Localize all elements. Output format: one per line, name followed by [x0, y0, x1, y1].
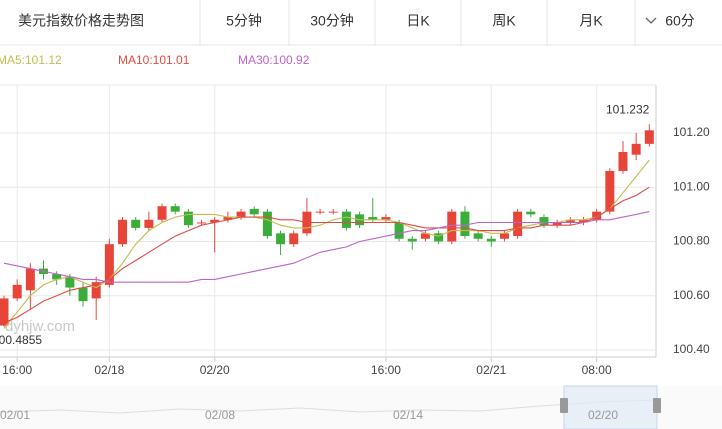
candle-body — [434, 233, 444, 242]
candle-body — [381, 217, 391, 220]
candle-body — [499, 233, 509, 239]
plot — [0, 85, 656, 357]
navigator-label: 02/08 — [205, 408, 235, 422]
candle-body — [618, 151, 628, 171]
candle-body — [473, 233, 483, 239]
candle-body — [91, 282, 101, 299]
candle-body — [12, 284, 22, 299]
legend-entry: MA10:101.01 — [118, 53, 190, 67]
ma-line — [3, 159, 650, 329]
navigator-label: 02/01 — [0, 408, 30, 422]
tab-separators — [199, 0, 636, 45]
candle-body — [328, 211, 338, 213]
x-tick-label: 02/20 — [200, 363, 230, 377]
tab[interactable]: 日K — [406, 13, 430, 29]
y-tick-label: 100.60 — [673, 288, 710, 302]
watermark: dyhjw.com — [5, 318, 75, 335]
candle-body — [157, 206, 167, 220]
candle-body — [25, 268, 35, 291]
x-tick-label: 02/21 — [476, 363, 506, 377]
navigator-handle[interactable] — [653, 398, 661, 413]
navigator-line — [0, 399, 657, 414]
navigator-window[interactable] — [563, 385, 658, 429]
candle-body — [341, 211, 351, 228]
x-tick-label: 16:00 — [371, 363, 401, 377]
candle-body — [644, 130, 654, 144]
legend-entry: MA5:101.12 — [0, 53, 62, 67]
candle-body — [578, 219, 588, 223]
x-tick-label: 08:00 — [582, 363, 612, 377]
y-tick-label: 101.20 — [673, 125, 710, 139]
candle-body — [552, 222, 562, 226]
y-tick-label: 101.00 — [673, 179, 710, 193]
navigator-handle[interactable] — [560, 398, 568, 413]
navigator-label: 02/14 — [393, 408, 423, 422]
candle-body — [394, 222, 404, 239]
candle-body — [223, 217, 233, 220]
candle-body — [539, 217, 549, 226]
page-title: 美元指数价格走势图 — [18, 13, 144, 29]
candle-body — [605, 170, 615, 212]
candle-body — [197, 222, 207, 224]
candle-body — [486, 238, 496, 242]
candle-body — [460, 211, 470, 237]
candle-body — [526, 211, 536, 215]
max-label: 101.232 — [606, 102, 650, 116]
legend-entry: MA30:100.92 — [238, 53, 310, 67]
tab[interactable]: 30分钟 — [310, 13, 354, 29]
candle-body — [407, 238, 417, 242]
tab[interactable]: 月K — [579, 13, 603, 29]
candle-body — [289, 233, 299, 245]
candle-body — [513, 211, 523, 237]
candle-body — [368, 217, 378, 220]
candle-body — [131, 219, 141, 228]
candle-body — [276, 233, 286, 245]
candle-body — [104, 244, 114, 285]
candle-body — [631, 143, 641, 155]
tab[interactable]: 周K — [492, 13, 516, 29]
candle-body — [315, 211, 325, 213]
candle-body — [78, 287, 88, 302]
candle-body — [144, 219, 154, 228]
candle-body — [236, 211, 246, 218]
y-tick-label: 100.80 — [673, 234, 710, 248]
candle-body — [592, 211, 602, 220]
candle-body — [0, 298, 9, 326]
candle-body — [65, 276, 75, 288]
candle-body — [170, 206, 180, 212]
candle-body — [565, 219, 575, 223]
candle-body — [210, 219, 220, 223]
candle-body — [262, 211, 272, 237]
dropdown-icon[interactable] — [645, 17, 657, 24]
candle-body — [249, 208, 259, 215]
tab-bar — [0, 0, 722, 45]
ma-line — [3, 186, 650, 324]
ma-line — [3, 211, 650, 283]
candle-body — [118, 219, 128, 245]
candle-body — [52, 274, 62, 280]
min-label: 100.4855 — [0, 333, 42, 347]
tab[interactable]: 5分钟 — [226, 13, 262, 29]
y-tick-label: 100.40 — [673, 342, 710, 356]
candle-body — [447, 211, 457, 242]
x-tick-label: 16:00 — [2, 363, 32, 377]
candle-body — [183, 211, 193, 226]
candle-body — [420, 233, 430, 239]
dropdown[interactable]: 60分 — [665, 13, 695, 29]
x-tick-label: 02/18 — [94, 363, 124, 377]
navigator-label: 02/20 — [588, 408, 618, 422]
